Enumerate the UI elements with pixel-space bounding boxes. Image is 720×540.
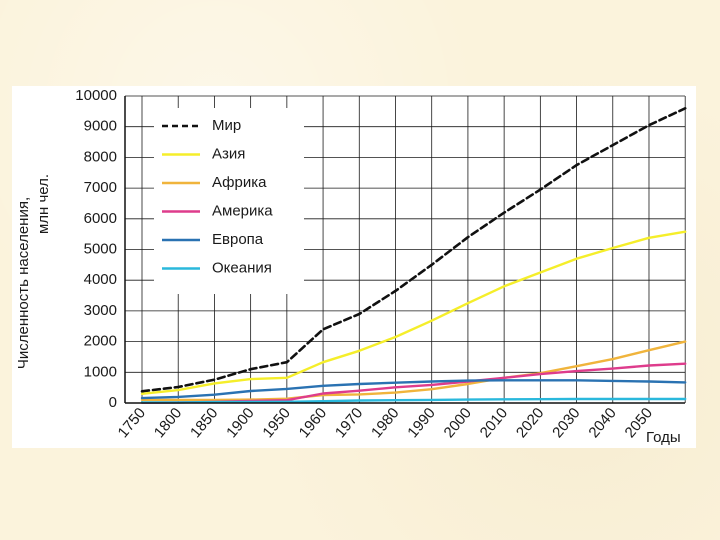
y-tick-label: 4000 (84, 271, 117, 288)
series-line-Африка (140, 340, 687, 402)
legend-label: Европа (212, 231, 264, 248)
x-tick-label: 1990 (404, 405, 438, 441)
y-axis-label-line1: Численность населения, (15, 197, 32, 369)
x-tick-label: 1970 (332, 405, 366, 441)
x-tick-label: 2020 (513, 405, 547, 441)
series-line-Океания (140, 397, 687, 404)
legend-label: Африка (212, 174, 267, 191)
legend-label: Америка (212, 202, 273, 219)
x-tick-label: 2040 (585, 405, 619, 441)
x-tick-label: 2030 (549, 405, 583, 441)
y-tick-label: 9000 (84, 118, 117, 135)
series-line-Европа (140, 379, 687, 400)
legend-label: Океания (212, 259, 272, 276)
x-tick-labels: 1750 1800 1850 1900 1950 1960 1970 1980 1990 2000… (115, 405, 656, 441)
x-tick-label: 1900 (223, 405, 257, 441)
population-line-chart: 0 1000 2000 3000 4000 5000 6000 7000 8000 9000 100… (15, 87, 687, 446)
legend-label: Азия (212, 145, 245, 162)
y-tick-label: 8000 (84, 148, 117, 165)
x-tick-label: 1750 (115, 405, 149, 441)
chart-panel: 0 1000 2000 3000 4000 5000 6000 7000 8000 9000 100… (12, 86, 696, 448)
y-tick-label: 1000 (84, 363, 117, 380)
y-tick-label: 2000 (84, 333, 117, 350)
series-lines (140, 106, 687, 404)
y-tick-label: 10000 (75, 87, 117, 104)
x-tick-label: 1850 (187, 405, 221, 441)
y-axis-label-line2: млн чел. (35, 174, 52, 234)
legend: Мир Азия Африка Америка Европа Океания (162, 117, 273, 276)
y-tick-label: 3000 (84, 302, 117, 319)
y-tick-label: 6000 (84, 210, 117, 227)
x-axis-label: Годы (646, 429, 681, 446)
x-tick-label: 1950 (259, 405, 293, 441)
x-tick-label: 2010 (477, 405, 511, 441)
y-tick-labels: 0 1000 2000 3000 4000 5000 6000 7000 8000 9000 100… (75, 87, 117, 411)
y-tick-label: 0 (109, 394, 117, 411)
x-tick-label: 2000 (441, 405, 475, 441)
legend-box (154, 108, 304, 294)
x-tick-label: 1800 (151, 405, 185, 441)
series-line-Мир (140, 106, 687, 393)
y-tick-label: 5000 (84, 240, 117, 257)
series-line-Азия (140, 230, 687, 395)
axes (124, 96, 685, 404)
x-tick-label: 1980 (368, 405, 402, 441)
y-tick-label: 7000 (84, 179, 117, 196)
x-tick-label: 1960 (296, 405, 330, 441)
legend-label: Мир (212, 117, 241, 134)
